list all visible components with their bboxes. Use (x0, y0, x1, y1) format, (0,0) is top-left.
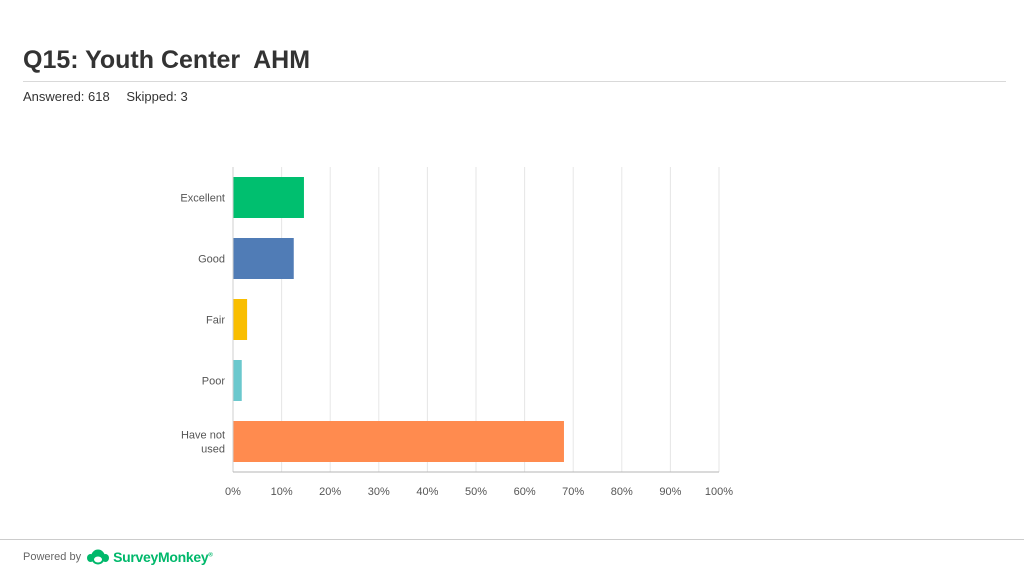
x-tick-label: 60% (514, 486, 536, 498)
x-tick-label: 80% (611, 486, 633, 498)
x-tick-label: 0% (225, 486, 241, 498)
bar (233, 421, 564, 462)
skipped-count: Skipped: 3 (126, 89, 188, 104)
powered-by-label: Powered by (23, 551, 82, 563)
x-tick-label: 70% (562, 486, 584, 498)
x-tick-label: 10% (271, 486, 293, 498)
x-tick-label: 100% (705, 486, 733, 498)
brand-name: SurveyMonkey® (113, 549, 213, 565)
bar (233, 177, 304, 218)
x-tick-label: 40% (416, 486, 438, 498)
page-title: Q15: Youth Center AHM (23, 46, 311, 74)
x-tick-label: 20% (319, 486, 341, 498)
trademark-mark: ® (208, 552, 213, 559)
bar (233, 299, 248, 340)
bar (233, 360, 242, 401)
category-label: Good (198, 254, 225, 266)
category-label: Poor (202, 376, 226, 388)
x-tick-label: 90% (659, 486, 681, 498)
category-label: Fair (206, 315, 225, 327)
bar (233, 238, 294, 279)
category-label: Excellent (180, 193, 225, 205)
title-divider (23, 81, 1006, 82)
footer: Powered by SurveyMonkey® (23, 549, 213, 565)
surveymonkey-logo-icon (87, 549, 110, 565)
footer-divider (0, 539, 1024, 540)
x-tick-label: 50% (465, 486, 487, 498)
bar-chart: 0% 10% 20% 30% 40% 50% 60% 70% 80% 90% 100% Excelle… (180, 167, 733, 498)
response-stats: Answered: 618 Skipped: 3 (23, 89, 201, 104)
surveymonkey-logo: SurveyMonkey® (86, 549, 213, 565)
x-tick-label: 30% (368, 486, 390, 498)
brand-text: SurveyMonkey (113, 549, 209, 565)
category-label: Have not (181, 430, 225, 442)
category-label: used (201, 444, 225, 456)
answered-count: Answered: 618 (23, 89, 110, 104)
